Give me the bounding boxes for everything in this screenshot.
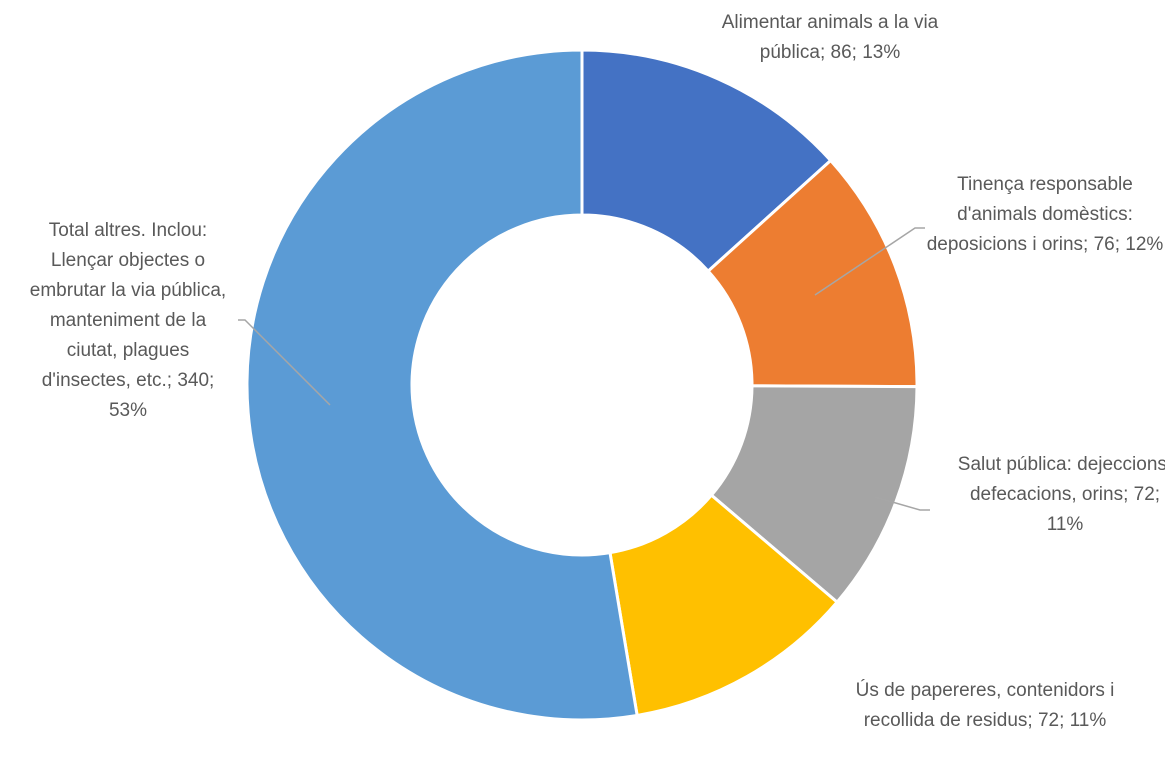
leader-line [238, 319, 331, 406]
donut-slice [608, 493, 840, 718]
donut-slice [709, 384, 919, 605]
data-label: Tinença responsable d'animals domèstics:… [926, 174, 1164, 255]
leader-line [874, 496, 930, 511]
data-label: Alimentar animals a la via pública; 86; … [721, 12, 939, 63]
donut-slice [706, 158, 919, 389]
data-label: Salut pública: dejeccions, defecacions, … [957, 454, 1165, 535]
leader-line [814, 227, 925, 296]
data-label: Total altres. Inclou: Llençar objectes o… [29, 220, 227, 421]
donut-slice [245, 48, 639, 722]
data-label: Ús de papereres, contenidors i recollida… [855, 680, 1115, 731]
